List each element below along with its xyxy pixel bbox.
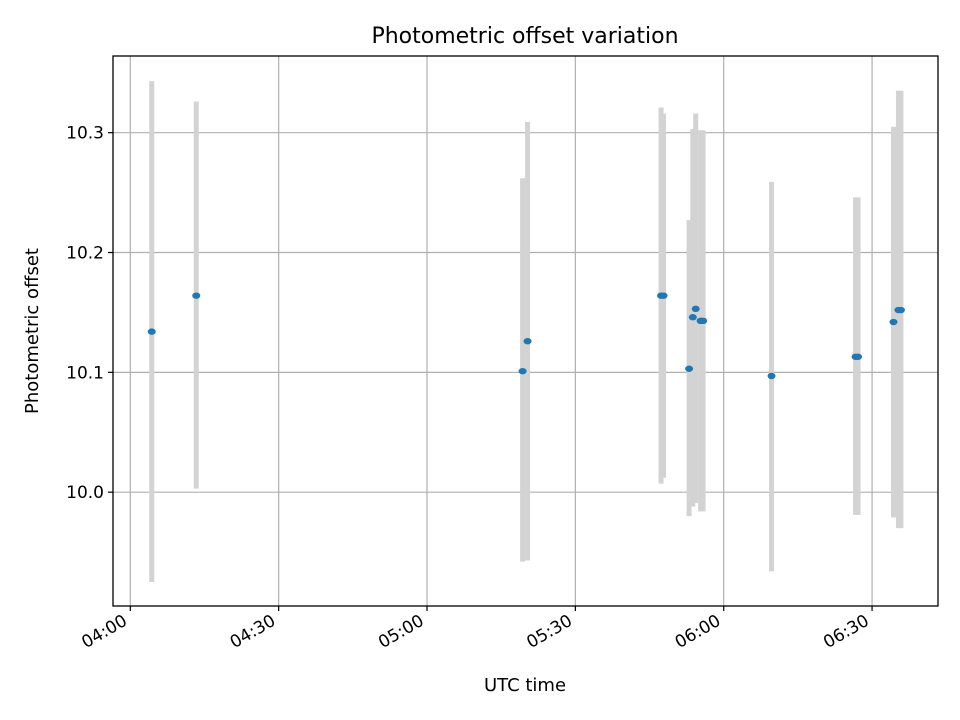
y-tick-label: 10.3 <box>66 124 104 144</box>
data-point <box>699 317 708 325</box>
data-points <box>147 292 905 380</box>
data-point <box>523 337 532 345</box>
y-tick-label: 10.1 <box>66 363 104 383</box>
data-point <box>688 314 697 321</box>
data-point <box>691 305 700 313</box>
data-point <box>659 292 668 299</box>
y-tick-label: 10.2 <box>66 244 104 264</box>
chart-title: Photometric offset variation <box>371 24 678 49</box>
data-point <box>767 372 776 380</box>
plot-frame <box>112 55 939 607</box>
data-point <box>518 367 527 375</box>
x-axis-label: UTC time <box>484 675 566 696</box>
y-tick-label: 10.0 <box>66 483 104 503</box>
data-point <box>896 306 905 314</box>
y-axis-label: Photometric offset <box>22 248 43 414</box>
data-point <box>147 328 156 335</box>
data-point <box>685 365 694 372</box>
data-point <box>854 353 863 360</box>
data-point <box>889 318 898 326</box>
data-point <box>192 292 201 299</box>
